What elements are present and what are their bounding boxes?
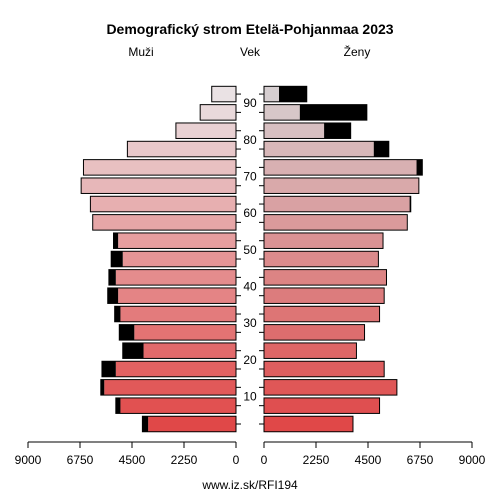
- female-excess-70-74: [416, 159, 423, 176]
- age-tick-label-50: 50: [243, 243, 257, 257]
- female-bar-60-64: [264, 196, 410, 212]
- x-tick-label-left-4: 0: [233, 453, 240, 467]
- male-bar-5-9: [120, 397, 236, 414]
- male-bar-30-34: [120, 306, 236, 322]
- male-excess-35-39: [107, 287, 119, 304]
- footer-source: www.iz.sk/RFI194: [201, 478, 298, 492]
- male-bar-35-39: [118, 287, 236, 304]
- male-bar-10-14: [104, 379, 237, 396]
- x-tick-label-right-0: 0: [261, 453, 268, 467]
- male-excess-30-34: [114, 306, 121, 322]
- male-bar-85-89: [200, 104, 236, 121]
- female-bar-70-74: [264, 159, 417, 176]
- x-tick-label-right-3: 6750: [407, 453, 434, 467]
- male-bar-90-94: [211, 86, 236, 102]
- x-tick-label-left-3: 2250: [171, 453, 198, 467]
- female-bars: [263, 85, 423, 433]
- male-excess-10-14: [100, 379, 105, 396]
- male-excess-50-54: [113, 232, 119, 249]
- x-tick-label-right-2: 4500: [355, 453, 382, 467]
- female-bar-65-69: [264, 177, 419, 194]
- age-tick-label-90: 90: [243, 96, 257, 110]
- x-tick-label-left-0: 9000: [15, 453, 42, 467]
- age-axis: 10 20 30 40 50 60 70 80 90: [236, 93, 264, 425]
- female-excess-80-84: [324, 122, 351, 139]
- female-bar-0-4: [264, 416, 353, 432]
- female-bar-75-79: [264, 141, 374, 157]
- female-excess-90-94: [279, 86, 307, 102]
- female-bar-45-49: [264, 251, 379, 267]
- female-bar-30-34: [264, 306, 380, 322]
- age-tick-label-10: 10: [243, 390, 257, 404]
- female-excess-85-89: [299, 104, 367, 121]
- age-tick-label-60: 60: [243, 206, 257, 220]
- male-excess-15-19: [101, 361, 116, 377]
- male-bars: [80, 85, 237, 433]
- male-bar-50-54: [118, 232, 236, 249]
- age-tick-label-80: 80: [243, 133, 257, 147]
- female-label: Ženy: [344, 44, 371, 59]
- male-bar-25-29: [134, 324, 236, 341]
- male-bar-70-74: [83, 159, 236, 176]
- age-tick-label-70: 70: [243, 170, 257, 184]
- male-excess-40-44: [108, 269, 116, 286]
- female-bar-35-39: [264, 287, 385, 304]
- female-excess-60-64: [409, 196, 411, 212]
- male-bar-80-84: [175, 122, 236, 139]
- female-bar-25-29: [264, 324, 365, 341]
- male-bar-75-79: [127, 141, 236, 157]
- x-axis: 9000 6750 4500 2250 0 0 2250 4500 6750 9000: [15, 441, 486, 467]
- female-bar-90-94: [264, 86, 280, 102]
- male-label: Muži: [128, 45, 153, 59]
- male-bar-20-24: [143, 342, 236, 359]
- female-excess-75-79: [373, 141, 389, 157]
- male-excess-0-4: [142, 416, 149, 432]
- age-tick-label-30: 30: [243, 316, 257, 330]
- female-bar-15-19: [264, 361, 385, 377]
- age-label: Vek: [240, 45, 261, 59]
- chart-title: Demografický strom Etelä-Pohjanmaa 2023: [106, 21, 393, 37]
- male-excess-25-29: [119, 324, 135, 341]
- male-bar-65-69: [81, 177, 237, 194]
- female-bar-80-84: [264, 122, 325, 139]
- female-bar-85-89: [264, 104, 300, 121]
- x-tick-label-left-2: 4500: [119, 453, 146, 467]
- male-excess-5-9: [115, 397, 121, 414]
- female-bar-40-44: [264, 269, 387, 286]
- male-bar-45-49: [122, 251, 236, 267]
- female-bar-20-24: [264, 342, 357, 359]
- female-bar-5-9: [264, 397, 380, 414]
- male-excess-45-49: [111, 251, 123, 267]
- x-tick-label-left-1: 6750: [67, 453, 94, 467]
- male-bar-15-19: [115, 361, 236, 377]
- x-tick-label-right-1: 2250: [303, 453, 330, 467]
- age-tick-label-40: 40: [243, 280, 257, 294]
- female-bar-55-59: [264, 214, 408, 231]
- male-bar-40-44: [115, 269, 236, 286]
- female-bar-10-14: [264, 379, 397, 396]
- male-bar-55-59: [92, 214, 236, 231]
- x-tick-label-right-4: 9000: [459, 453, 486, 467]
- male-bar-60-64: [90, 196, 237, 212]
- male-bar-0-4: [148, 416, 236, 432]
- female-bar-50-54: [264, 232, 384, 249]
- male-excess-20-24: [122, 342, 144, 359]
- age-tick-label-20: 20: [243, 353, 257, 367]
